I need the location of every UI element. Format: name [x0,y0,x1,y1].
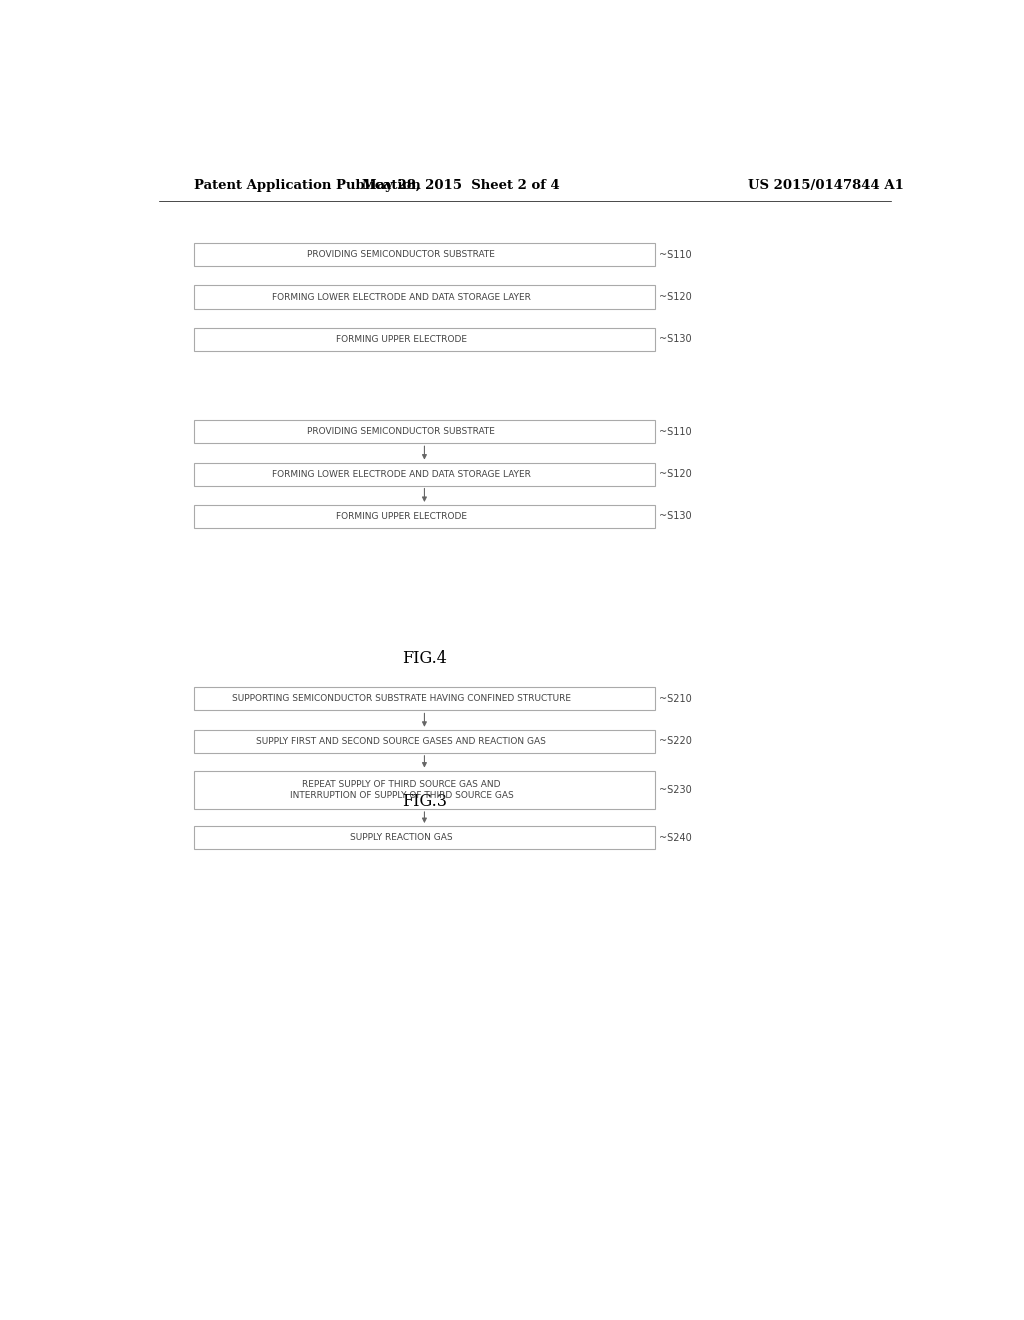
FancyBboxPatch shape [194,730,655,752]
Text: PROVIDING SEMICONDUCTOR SUBSTRATE: PROVIDING SEMICONDUCTOR SUBSTRATE [307,251,496,259]
Text: SUPPORTING SEMICONDUCTOR SUBSTRATE HAVING CONFINED STRUCTURE: SUPPORTING SEMICONDUCTOR SUBSTRATE HAVIN… [231,694,571,704]
Text: FORMING LOWER ELECTRODE AND DATA STORAGE LAYER: FORMING LOWER ELECTRODE AND DATA STORAGE… [272,293,530,301]
Text: ~S110: ~S110 [658,249,691,260]
Text: FORMING UPPER ELECTRODE: FORMING UPPER ELECTRODE [336,335,467,343]
Text: PROVIDING SEMICONDUCTOR SUBSTRATE: PROVIDING SEMICONDUCTOR SUBSTRATE [307,428,496,436]
Text: May 28, 2015  Sheet 2 of 4: May 28, 2015 Sheet 2 of 4 [362,178,560,191]
Text: ~S120: ~S120 [658,469,691,479]
Text: ~S230: ~S230 [658,785,691,795]
FancyBboxPatch shape [194,826,655,849]
Text: ~S130: ~S130 [658,511,691,521]
Text: SUPPLY REACTION GAS: SUPPLY REACTION GAS [350,833,453,842]
Text: ~S220: ~S220 [658,737,692,746]
Text: FIG.3: FIG.3 [402,793,446,810]
Text: US 2015/0147844 A1: US 2015/0147844 A1 [748,178,903,191]
Text: FORMING LOWER ELECTRODE AND DATA STORAGE LAYER: FORMING LOWER ELECTRODE AND DATA STORAGE… [272,470,530,479]
Text: ~S120: ~S120 [658,292,691,302]
FancyBboxPatch shape [194,506,655,528]
FancyBboxPatch shape [194,688,655,710]
Text: SUPPLY FIRST AND SECOND SOURCE GASES AND REACTION GAS: SUPPLY FIRST AND SECOND SOURCE GASES AND… [256,737,547,746]
Text: ~S130: ~S130 [658,334,691,345]
FancyBboxPatch shape [194,771,655,809]
Text: FIG.4: FIG.4 [402,651,446,668]
Text: ~S240: ~S240 [658,833,691,842]
FancyBboxPatch shape [194,420,655,444]
Text: Patent Application Publication: Patent Application Publication [194,178,421,191]
Text: ~S110: ~S110 [658,426,691,437]
Text: REPEAT SUPPLY OF THIRD SOURCE GAS AND
INTERRUPTION OF SUPPLY OF THIRD SOURCE GAS: REPEAT SUPPLY OF THIRD SOURCE GAS AND IN… [290,780,513,800]
Text: ~S210: ~S210 [658,694,691,704]
FancyBboxPatch shape [194,285,655,309]
FancyBboxPatch shape [194,462,655,486]
FancyBboxPatch shape [194,327,655,351]
Text: FORMING UPPER ELECTRODE: FORMING UPPER ELECTRODE [336,512,467,521]
FancyBboxPatch shape [194,243,655,267]
